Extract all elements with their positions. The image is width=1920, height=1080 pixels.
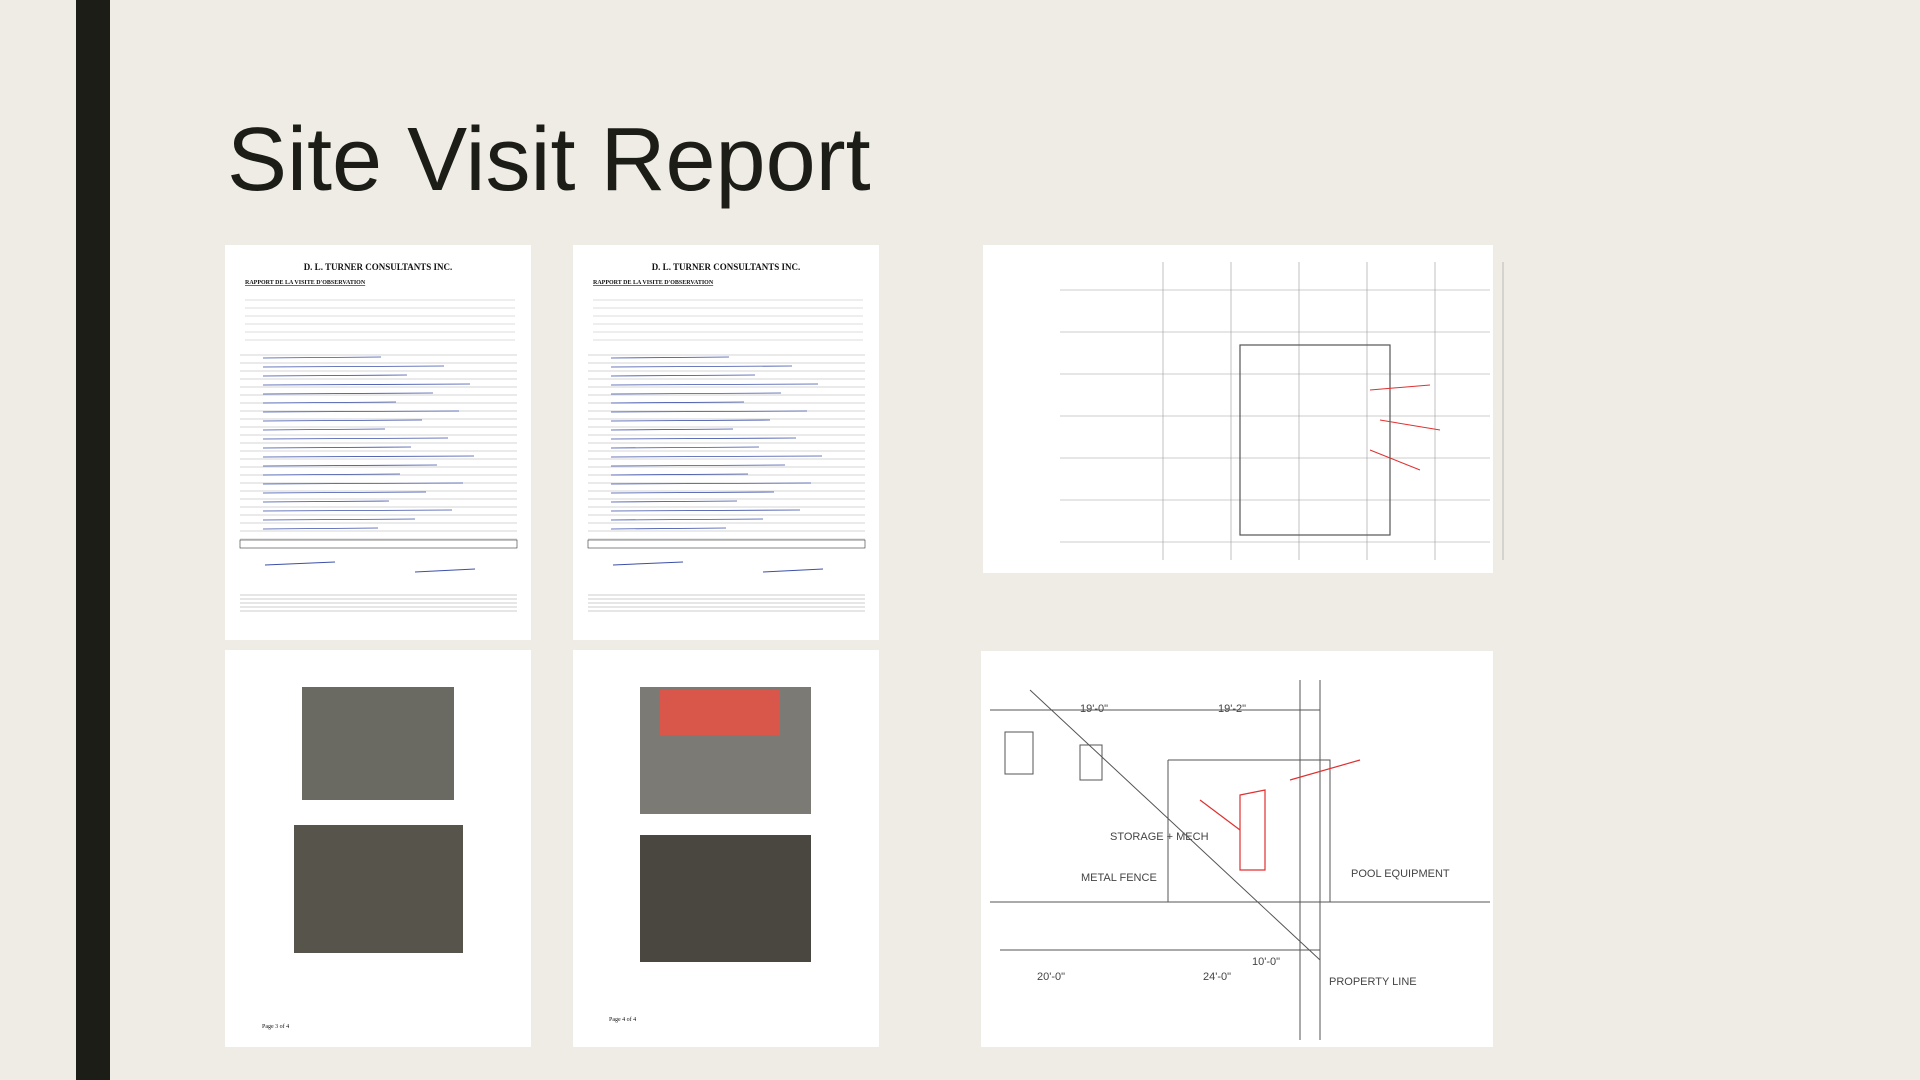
plan-label: STORAGE + MECH — [1110, 831, 1209, 843]
fixture — [1004, 731, 1034, 775]
signature — [612, 561, 684, 566]
dimension: 19'-2" — [1218, 703, 1246, 715]
handwriting — [262, 482, 464, 485]
handwriting — [262, 527, 379, 530]
detail-plan — [981, 651, 1493, 1047]
handwriting — [262, 464, 438, 467]
handwriting — [610, 509, 801, 512]
handwriting — [610, 437, 797, 440]
handwriting — [610, 419, 771, 422]
dimension: 20'-0" — [1037, 971, 1065, 983]
signature — [264, 561, 336, 566]
handwriting — [610, 464, 786, 467]
handwriting — [262, 500, 390, 503]
handwriting — [262, 401, 397, 404]
handwriting — [610, 518, 764, 521]
handwriting — [262, 374, 408, 377]
report-page — [573, 245, 879, 640]
handwriting — [610, 401, 745, 404]
handwriting — [610, 392, 782, 395]
handwriting — [610, 428, 734, 431]
signature — [762, 568, 824, 573]
handwriting — [262, 446, 412, 449]
handwriting — [262, 437, 449, 440]
handwriting — [610, 527, 727, 530]
plan-label: POOL EQUIPMENT — [1351, 868, 1450, 880]
company: D. L. TURNER CONSULTANTS INC. — [304, 262, 453, 272]
fixture — [1079, 744, 1103, 781]
handwriting — [610, 491, 775, 494]
markup — [1199, 759, 1361, 871]
heading: RAPPORT DE LA VISITE D'OBSERVATION — [593, 280, 714, 286]
handwriting — [610, 365, 793, 368]
page-footer: Page 3 of 4 — [262, 1023, 289, 1030]
plan-label: PROPERTY LINE — [1329, 976, 1417, 988]
handwriting — [262, 428, 386, 431]
plan-wall — [1239, 344, 1391, 536]
handwriting — [610, 473, 749, 476]
handwriting — [610, 482, 812, 485]
handwriting — [610, 356, 730, 359]
plan-lines — [990, 680, 1490, 1040]
handwriting — [262, 455, 475, 458]
dimension: 10'-0" — [1252, 956, 1280, 968]
handwriting — [262, 509, 453, 512]
handwriting — [262, 419, 423, 422]
handwriting — [610, 410, 808, 413]
handwriting — [262, 491, 427, 494]
handwriting — [610, 455, 823, 458]
photo — [640, 835, 811, 962]
handwriting — [610, 383, 819, 386]
handwriting — [262, 410, 460, 413]
markup — [1369, 384, 1441, 471]
plan-labels: STORAGE + MECH METAL FENCE POOL EQUIPMEN… — [1037, 703, 1450, 988]
floor-plan — [983, 245, 1493, 573]
photo-detail — [660, 690, 780, 735]
handwriting — [610, 374, 756, 377]
legend-box — [587, 539, 866, 549]
dimension: 24'-0" — [1203, 971, 1231, 983]
side-bar — [76, 0, 110, 1080]
heading: RAPPORT DE LA VISITE D'OBSERVATION — [245, 280, 366, 286]
handwriting — [610, 500, 738, 503]
handwriting — [610, 446, 760, 449]
handwriting — [262, 473, 401, 476]
handwriting — [262, 365, 445, 368]
photo — [302, 687, 454, 800]
plan-label: METAL FENCE — [1081, 872, 1157, 884]
dimension: 19'-0" — [1080, 703, 1108, 715]
page-footer: Page 4 of 4 — [609, 1016, 636, 1023]
handwriting — [262, 392, 434, 395]
photo — [294, 825, 463, 953]
handwriting — [262, 383, 471, 386]
handwriting — [262, 356, 382, 359]
handwriting — [262, 518, 416, 521]
signature — [414, 568, 476, 573]
report-page — [225, 245, 531, 640]
company: D. L. TURNER CONSULTANTS INC. — [652, 262, 801, 272]
slide-title: Site Visit Report — [227, 110, 871, 210]
legend-box — [239, 539, 518, 549]
